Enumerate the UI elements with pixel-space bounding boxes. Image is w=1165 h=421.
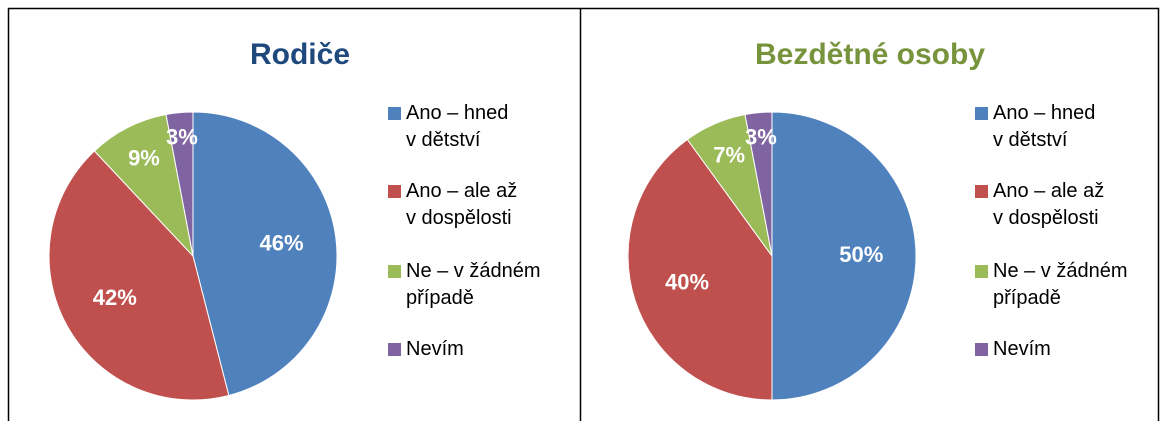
chart-title: Rodiče [250, 38, 350, 71]
legend-label: Nevím [406, 338, 464, 360]
pie-slice [192, 111, 338, 397]
legend-swatch [388, 343, 401, 356]
data-label: 40% [665, 269, 709, 294]
data-label: 3% [745, 124, 777, 149]
pie-slice [48, 150, 230, 401]
legend-swatch [975, 107, 988, 120]
legend-swatch [975, 343, 988, 356]
legend-swatch [975, 265, 988, 278]
legend-label: Ne – v žádném případě [406, 260, 541, 309]
panel-border [7, 7, 1160, 421]
legend-label: Nevím [993, 338, 1051, 360]
data-label: 3% [166, 124, 198, 149]
data-label: 7% [713, 143, 745, 168]
pie-slice [93, 113, 194, 258]
data-label: 9% [128, 146, 160, 171]
legend-label: Ano – hned v dětství [993, 102, 1096, 151]
pie-slice [627, 138, 773, 401]
pie-slice [744, 111, 773, 257]
pie-slice [165, 111, 194, 257]
legend-swatch [388, 185, 401, 198]
legend-label: Ano – hned v dětství [406, 102, 509, 151]
legend-label: Ano – ale až v dospělosti [993, 180, 1105, 229]
pie-slice [771, 111, 917, 401]
legend-label: Ne – v žádném případě [993, 260, 1128, 309]
data-label: 46% [260, 231, 304, 256]
chart-title: Bezdětné osoby [755, 38, 985, 71]
legend-swatch [388, 107, 401, 120]
legend-swatch [975, 185, 988, 198]
data-label: 42% [93, 285, 137, 310]
legend-swatch [388, 265, 401, 278]
data-label: 50% [839, 242, 883, 267]
legend-label: Ano – ale až v dospělosti [406, 180, 518, 229]
